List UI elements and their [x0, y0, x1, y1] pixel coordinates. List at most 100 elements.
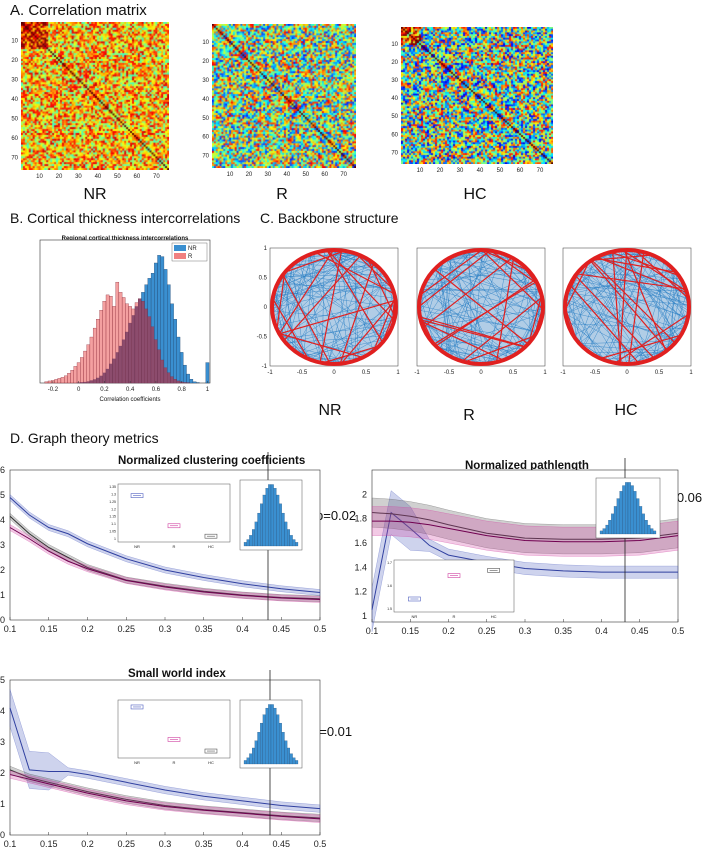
smallworld-inset-hist-bar — [270, 704, 274, 765]
backbone-edge — [451, 250, 486, 358]
backbone-edge — [482, 295, 542, 365]
matrix-x-tick: 40 — [283, 172, 290, 178]
backbone-edge-strong — [628, 252, 645, 365]
histogram-bar-overlap — [125, 331, 129, 383]
clustering-x-tick: 0.35 — [195, 624, 213, 634]
pathlength-inset-cat: R — [453, 614, 456, 619]
backbone-edge — [423, 285, 541, 323]
histogram-bar-overlap — [176, 380, 181, 383]
pathlength-inset-histogram — [595, 477, 661, 539]
matrix-r-label: R — [276, 186, 288, 203]
backbone-edge — [670, 266, 686, 327]
backbone-edge — [617, 250, 680, 338]
matrix-x-tick: 30 — [75, 174, 82, 180]
backbone-edge-strong — [635, 250, 689, 299]
histogram-bar-overlap — [99, 375, 103, 383]
smallworld-inset-hist-bar — [252, 747, 255, 765]
matrix-y-tick: 70 — [391, 150, 398, 156]
histogram-bar-overlap — [163, 367, 168, 383]
smallworld-inset-hist-bar — [276, 714, 280, 765]
backbone-edge — [580, 268, 676, 344]
smallworld-y-tick: 4 — [0, 706, 5, 716]
histogram-bar-overlap — [93, 379, 97, 383]
clustering-inset-cat: NR — [134, 544, 140, 549]
backbone-edge — [304, 325, 393, 358]
matrix-x-tick: 70 — [153, 174, 160, 180]
backbone-edge-strong — [420, 320, 504, 361]
smallworld-line-1 — [9, 769, 321, 819]
matrix-nr-ticks: 10 10 20 20 30 30 40 40 50 50 60 60 70 70 — [11, 39, 160, 181]
histogram-x-tick: -0.2 — [48, 387, 59, 393]
pathlength-x-tick: 0.3 — [519, 626, 532, 636]
clustering-inset-y-tick: 1.05 — [109, 530, 116, 534]
backbone-edge-strong — [481, 249, 530, 272]
smallworld-inset-cat: HC — [208, 760, 214, 765]
histogram-bar-overlap — [173, 379, 177, 383]
backbone-r-label: R — [463, 407, 475, 424]
matrix-y-tick: 10 — [391, 42, 398, 48]
clustering-inset-cat: R — [173, 544, 176, 549]
clustering-y-tick: 1 — [0, 590, 5, 600]
matrix-y-tick: 40 — [11, 97, 18, 103]
backbone-edge — [571, 281, 577, 340]
backbone-edge — [440, 263, 461, 361]
clustering-inset-hist-bar — [295, 542, 299, 547]
backbone-edge — [303, 252, 316, 357]
matrix-y-tick: 50 — [202, 116, 209, 122]
histogram-bar-overlap — [154, 339, 158, 383]
histogram-bar-overlap — [102, 372, 107, 383]
smallworld-pvalue: p=0.01 — [312, 724, 353, 739]
histogram-bar-overlap — [128, 322, 132, 383]
clustering-inset-frame — [117, 483, 231, 543]
smallworld-inset-hist-bar — [281, 732, 285, 765]
backbone-edge — [485, 338, 533, 365]
matrix-y-tick: 30 — [11, 77, 18, 83]
backbone-x-tick: 0.5 — [509, 370, 518, 376]
pathlength-inset-hist-bar — [627, 482, 631, 535]
backbone-edge — [425, 281, 543, 313]
clustering-x-tick: 0.25 — [117, 624, 135, 634]
backbone-edge-strong — [282, 274, 331, 365]
backbone-edge-strong — [284, 250, 345, 273]
clustering-y-tick: 5 — [0, 490, 5, 500]
pathlength-inset-hist-bar — [639, 506, 643, 535]
backbone-edge — [604, 253, 648, 361]
smallworld-inset-hist-bar — [246, 757, 250, 765]
clustering-x-tick: 0.5 — [314, 624, 327, 634]
matrix-hc-label: HC — [463, 186, 487, 203]
backbone-edge — [435, 267, 543, 317]
matrix-x-tick: 60 — [134, 174, 141, 180]
backbone-edge — [459, 253, 541, 324]
clustering-chart: 0.1 0.15 0.2 0.25 0.3 0.35 0.4 0.45 0.5 6 5 4 3 2 1 0 NR… — [0, 452, 326, 634]
backbone-edge — [566, 319, 622, 364]
backbone-edge — [309, 303, 397, 360]
backbone-edge — [281, 273, 385, 277]
backbone-edge — [421, 275, 533, 324]
backbone-x-tick: 1 — [396, 370, 400, 376]
backbone-edge — [444, 260, 534, 277]
backbone-edge — [327, 253, 356, 364]
smallworld-title: Small world index — [128, 668, 226, 680]
smallworld-x-tick: 0.2 — [81, 839, 94, 849]
backbone-edge — [625, 324, 686, 365]
backbone-edge-strong — [272, 298, 309, 360]
backbone-edge — [578, 271, 681, 279]
histogram-bar-overlap — [151, 326, 155, 383]
smallworld-x-tick: 0.3 — [159, 839, 172, 849]
histogram-x-tick: 0 — [77, 387, 81, 393]
smallworld-band-0 — [9, 689, 321, 813]
panel-a-title: A. Correlation matrix — [10, 2, 147, 19]
backbone-edge-strong — [614, 313, 689, 364]
matrix-x-tick: 40 — [477, 168, 484, 174]
histogram-xlabel: Correlation coefficients — [99, 397, 161, 403]
backbone-edge-strong — [564, 261, 590, 311]
backbone-edge — [434, 268, 543, 303]
matrix-hc-heatmap — [401, 27, 553, 164]
matrix-nr-heatmap — [21, 22, 169, 170]
backbone-edge — [580, 269, 632, 364]
histogram-bar-overlap — [167, 372, 171, 383]
matrix-x-tick: 10 — [417, 168, 424, 174]
backbone-edge — [271, 280, 390, 309]
clustering-inset-hist-bar — [246, 539, 250, 547]
backbone-y-tick: 1 — [264, 246, 268, 252]
